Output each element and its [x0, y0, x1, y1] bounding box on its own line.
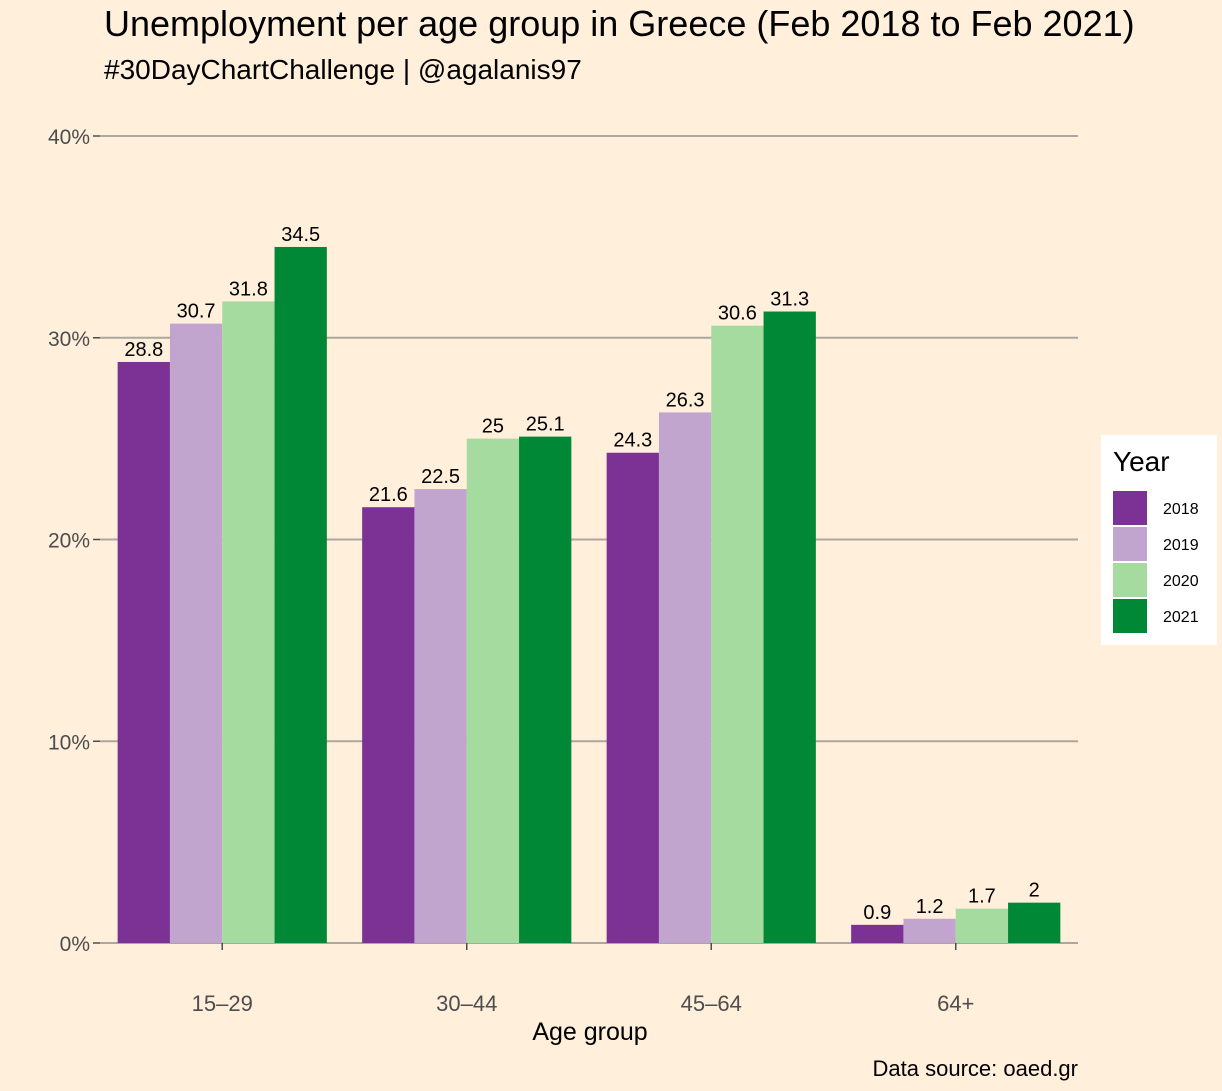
bar-2020-4 [955, 908, 1009, 943]
x-axis-title: Age group [532, 1018, 647, 1046]
legend-label: 2020 [1163, 573, 1199, 590]
legend-label: 2019 [1163, 537, 1199, 554]
bar-label: 34.5 [281, 224, 320, 246]
bar-label: 22.5 [421, 466, 460, 488]
chart-title: Unemployment per age group in Greece (Fe… [104, 3, 1135, 44]
y-axis: 0% 10% 20% 30% 40% [48, 126, 100, 956]
y-tick-label: 10% [48, 731, 90, 754]
bar-label: 26.3 [666, 389, 705, 411]
y-tick-label: 0% [60, 933, 90, 956]
legend-swatch-2018 [1113, 491, 1147, 525]
bar-label: 31.3 [770, 289, 809, 311]
x-tick-label: 15–29 [192, 991, 253, 1016]
legend-label: 2018 [1163, 501, 1199, 518]
x-tick-label: 64+ [937, 991, 974, 1016]
bar-label: 24.3 [613, 430, 652, 452]
bar-2019-1 [169, 323, 223, 943]
bar-label: 30.6 [718, 303, 757, 325]
y-tick-label: 20% [48, 530, 90, 553]
legend: Year 2018 2019 2020 2021 [1101, 435, 1217, 645]
bar-2021-2 [519, 436, 572, 943]
bar-label: 1.2 [916, 896, 944, 918]
data-source-caption: Data source: oaed.gr [873, 1056, 1078, 1081]
bar-2020-1 [222, 301, 275, 943]
legend-swatch-2019 [1113, 527, 1147, 561]
legend-swatch-2021 [1113, 599, 1147, 633]
bar-2019-4 [903, 918, 956, 943]
bar-label: 0.9 [863, 902, 891, 924]
bar-label: 30.7 [177, 301, 216, 323]
bar-labels: 28.8 30.7 31.8 34.5 21.6 22.5 25 25.1 24.3 26.3 30… [124, 224, 1039, 924]
x-tick-label: 45–64 [681, 991, 742, 1016]
y-tick-label: 40% [48, 126, 90, 149]
bar-label: 28.8 [124, 339, 163, 361]
bar-label: 2 [1029, 880, 1040, 902]
legend-swatch-2020 [1113, 563, 1147, 597]
x-axis: 15–29 30–44 45–64 64+ [192, 943, 974, 1016]
bar-2021-3 [763, 311, 816, 944]
bar-2018-2 [362, 507, 415, 943]
bar-2018-1 [117, 361, 170, 944]
legend-title: Year [1113, 446, 1170, 477]
bar-2020-2 [466, 438, 520, 943]
bar-2018-4 [851, 924, 904, 943]
legend-label: 2021 [1163, 609, 1199, 626]
bar-2021-4 [1008, 902, 1061, 943]
bar-label: 25 [482, 416, 504, 438]
bar-2021-1 [274, 246, 327, 943]
bar-2019-2 [414, 489, 467, 943]
bar-label: 25.1 [526, 414, 565, 436]
bar-2019-3 [658, 412, 712, 944]
y-tick-label: 30% [48, 328, 90, 351]
bar-label: 31.8 [229, 278, 268, 300]
bar-2018-3 [606, 452, 659, 943]
bar-label: 1.7 [968, 886, 996, 908]
bar-label: 21.6 [369, 484, 408, 506]
bar-2020-3 [711, 325, 764, 943]
x-tick-label: 30–44 [436, 991, 497, 1016]
bars [117, 246, 1061, 944]
chart-subtitle: #30DayChartChallenge | @agalanis97 [104, 54, 582, 85]
